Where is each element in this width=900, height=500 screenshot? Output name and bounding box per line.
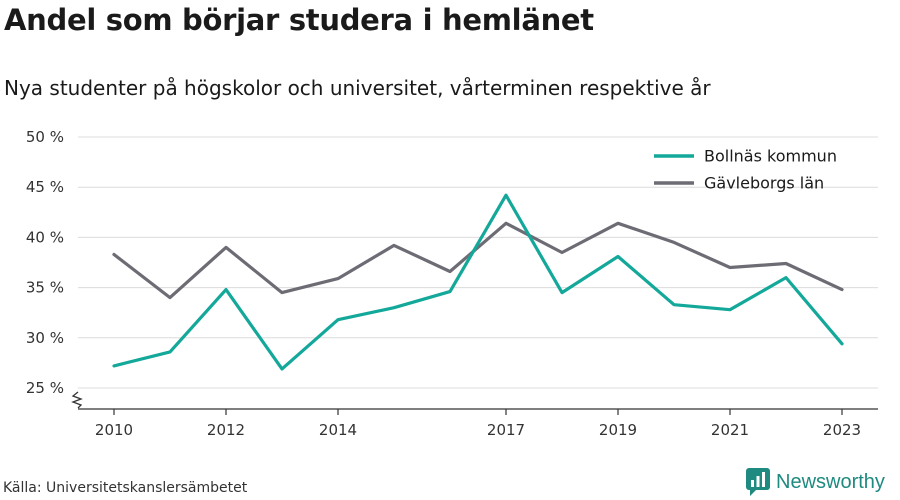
series-line-bolln-s-kommun <box>112 193 844 371</box>
x-tick-label: 2014 <box>319 421 357 439</box>
x-tick-label: 2023 <box>823 421 861 439</box>
chart-title: Andel som börjar studera i hemlänet <box>4 3 594 37</box>
legend-label: Bollnäs kommun <box>704 147 837 166</box>
x-tick-label: 2021 <box>711 421 749 439</box>
y-tick-label: 40 % <box>26 228 64 246</box>
chart-subtitle: Nya studenter på högskolor och universit… <box>4 76 711 100</box>
axis-break-mark <box>71 391 83 409</box>
x-tick-label: 2010 <box>95 421 133 439</box>
legend-label: Gävleborgs län <box>704 174 824 193</box>
y-tick-label: 25 % <box>26 379 64 397</box>
source-note: Källa: Universitetskanslersämbetet <box>3 480 248 496</box>
y-tick-label: 50 % <box>26 128 64 146</box>
x-tick-label: 2017 <box>487 421 525 439</box>
brand-name: Newsworthy <box>776 470 885 493</box>
y-tick-label: 45 % <box>26 178 64 196</box>
y-tick-label: 35 % <box>26 279 64 297</box>
y-tick-label: 30 % <box>26 329 64 347</box>
series-line-g-vleborgs-l-n <box>112 221 844 300</box>
newsworthy-logo-icon <box>746 468 770 496</box>
x-tick-label: 2019 <box>599 421 637 439</box>
x-tick-label: 2012 <box>207 421 245 439</box>
newsworthy-logo: Newsworthy <box>746 466 885 498</box>
